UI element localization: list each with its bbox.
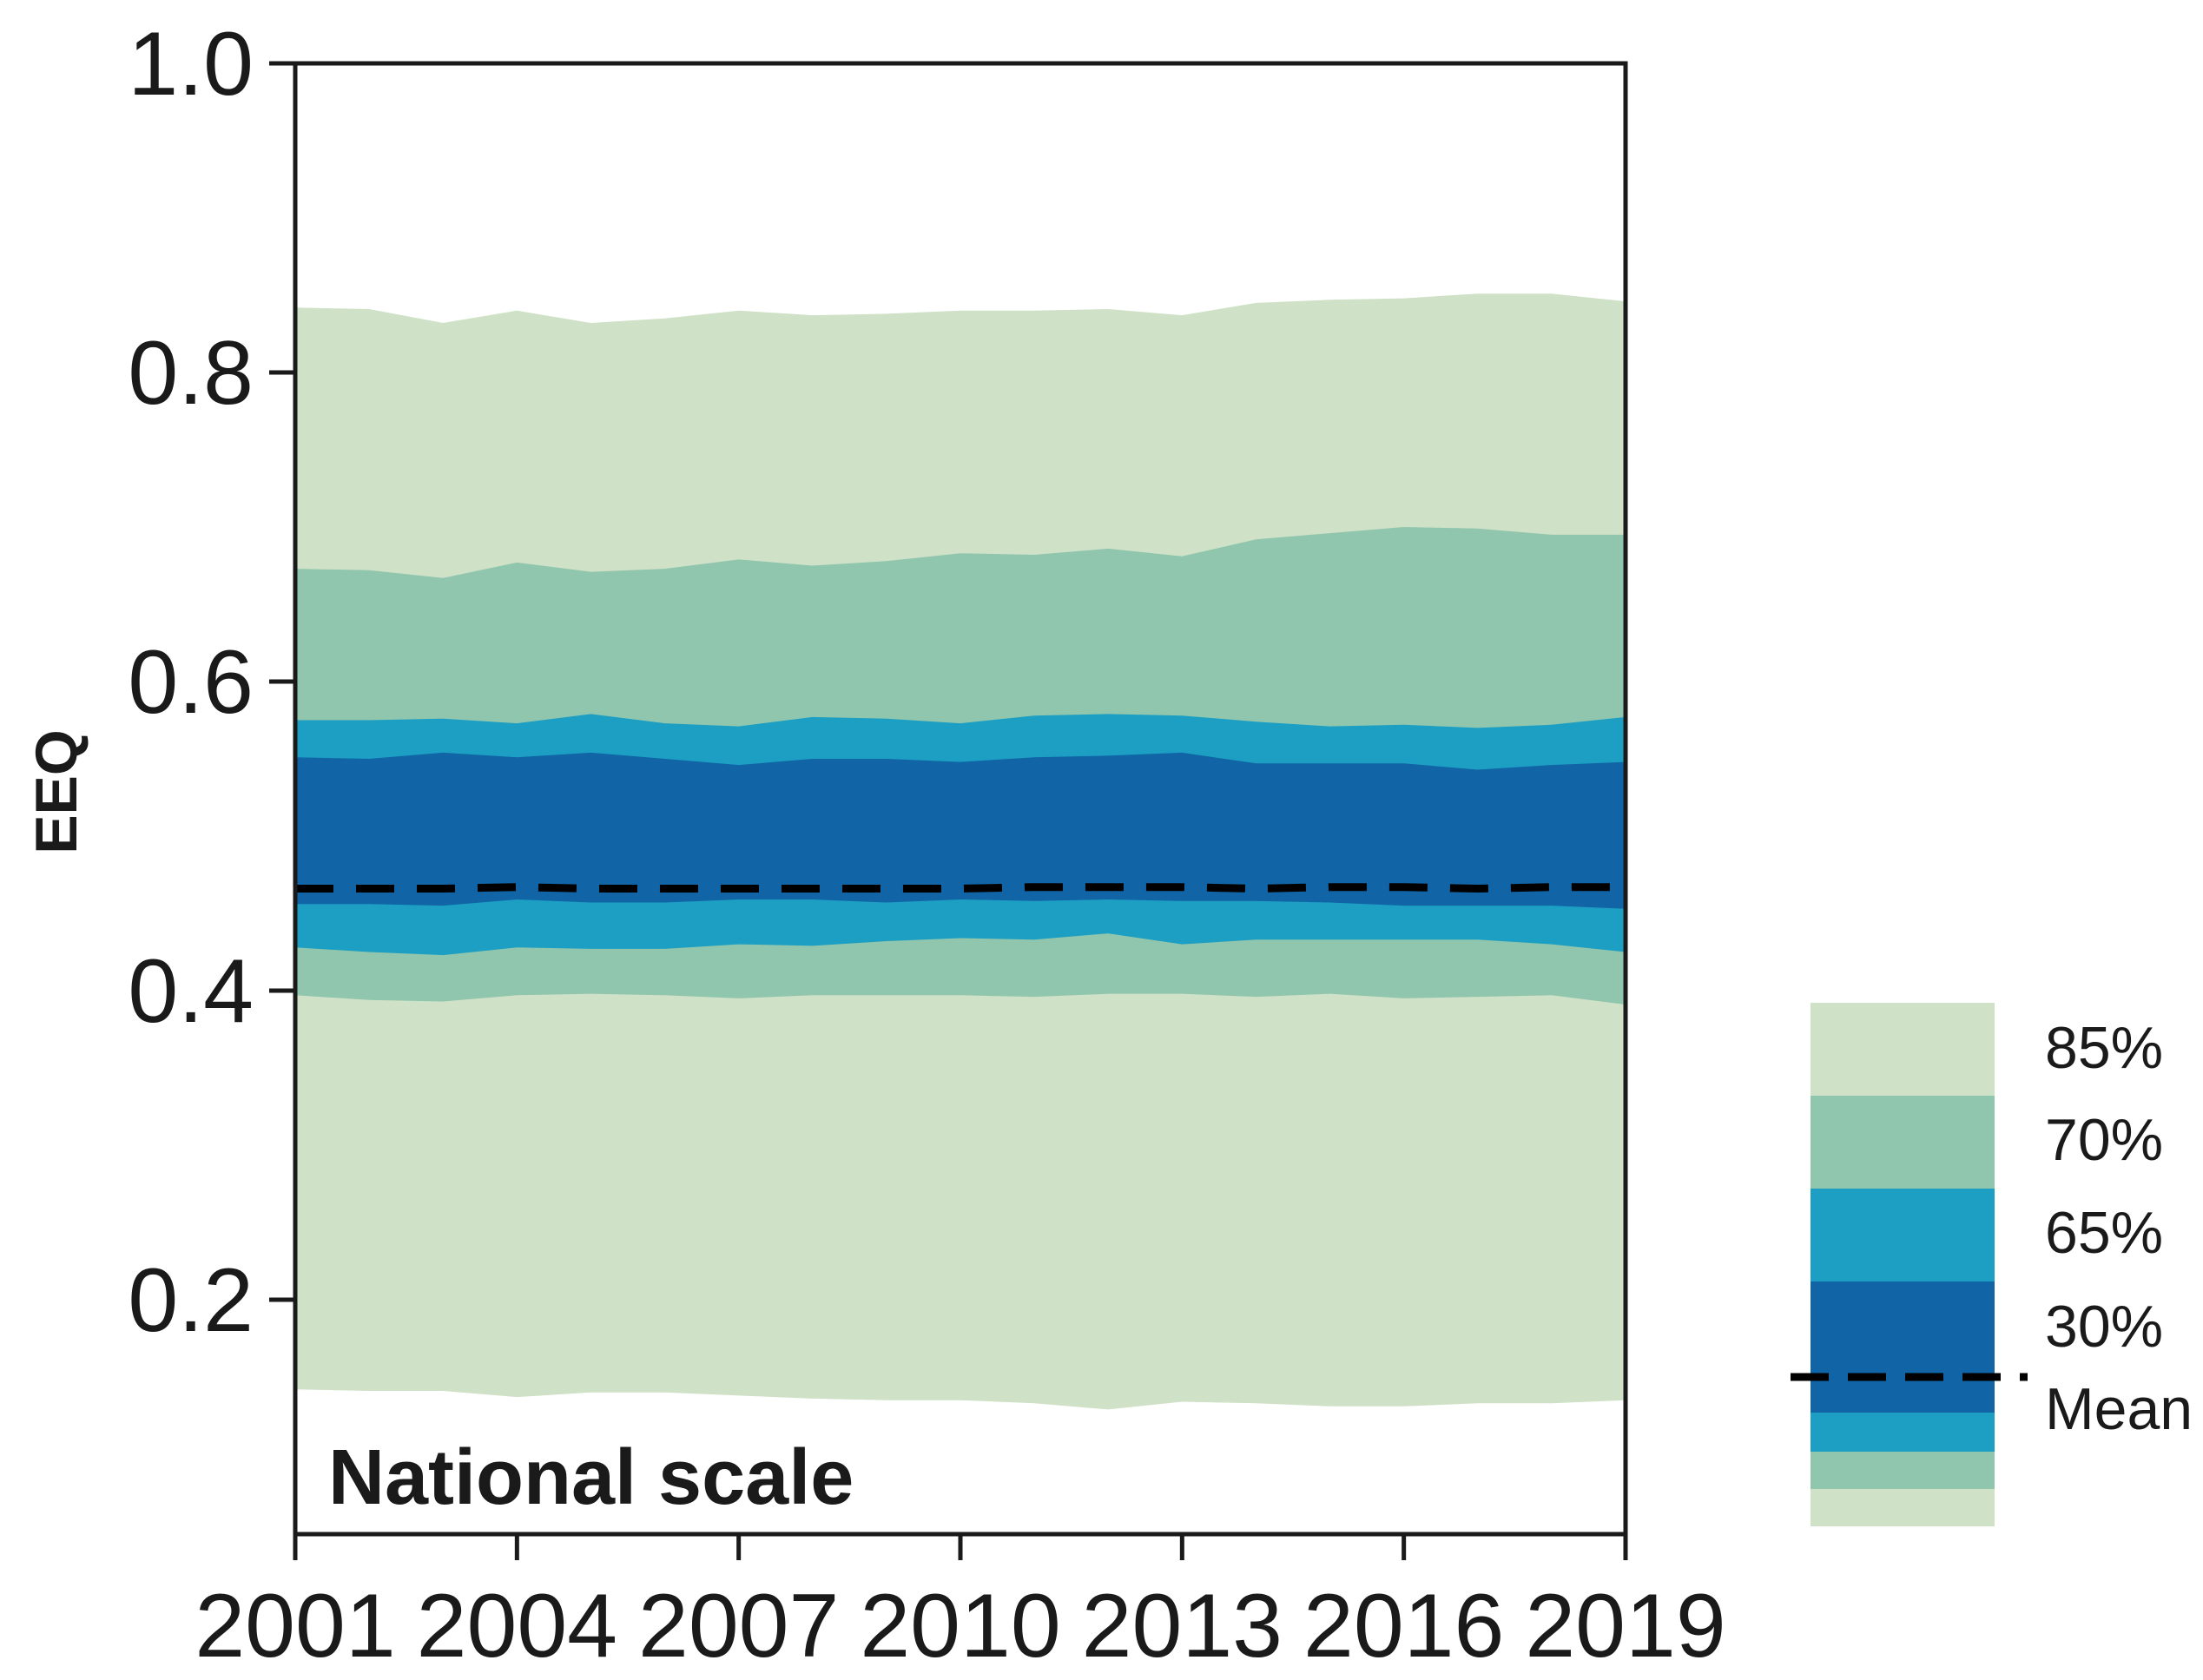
legend-swatch-85pct <box>1811 1489 1995 1526</box>
y-axis-ticks: 0.2 0.4 0.6 0.8 1.0 <box>128 14 295 1351</box>
y-tick-label: 0.8 <box>128 323 254 424</box>
legend-label: 30% <box>2045 1294 2163 1360</box>
x-tick-label: 2004 <box>417 1576 617 1677</box>
y-tick-label: 0.6 <box>128 632 254 733</box>
legend-label: 70% <box>2045 1107 2163 1173</box>
y-tick-label: 0.2 <box>128 1250 254 1351</box>
x-tick-label: 2001 <box>195 1576 395 1677</box>
legend-label: 85% <box>2045 1015 2163 1081</box>
confidence-bands <box>295 293 1626 1410</box>
band-30pct <box>295 752 1626 909</box>
y-axis-label: EEQ <box>23 729 89 854</box>
x-tick-label: 2010 <box>860 1576 1060 1677</box>
y-tick-label: 0.4 <box>128 941 254 1042</box>
mean-line <box>295 883 1626 893</box>
legend: 85% 70% 65% 30% Mean <box>1791 1003 2193 1526</box>
legend-label: 65% <box>2045 1200 2163 1266</box>
x-tick-label: 2016 <box>1303 1576 1504 1677</box>
y-tick-label: 1.0 <box>128 14 254 115</box>
x-tick-label: 2007 <box>638 1576 839 1677</box>
legend-swatch-65pct <box>1811 1413 1995 1452</box>
legend-swatch-70pct <box>1811 1096 1995 1189</box>
legend-swatch-85pct <box>1811 1003 1995 1096</box>
legend-swatch-65pct <box>1811 1189 1995 1281</box>
x-axis-ticks: 2001 2004 2007 2010 2013 2016 2019 <box>195 1534 1726 1677</box>
legend-label: Mean <box>2045 1376 2193 1442</box>
x-tick-label: 2013 <box>1082 1576 1283 1677</box>
national-scale-annotation: National scale <box>328 1434 854 1521</box>
legend-swatch-70pct <box>1811 1452 1995 1489</box>
legend-swatch-30pct <box>1811 1281 1995 1413</box>
mean-line-layer <box>295 883 1626 893</box>
x-tick-label: 2019 <box>1525 1576 1725 1677</box>
